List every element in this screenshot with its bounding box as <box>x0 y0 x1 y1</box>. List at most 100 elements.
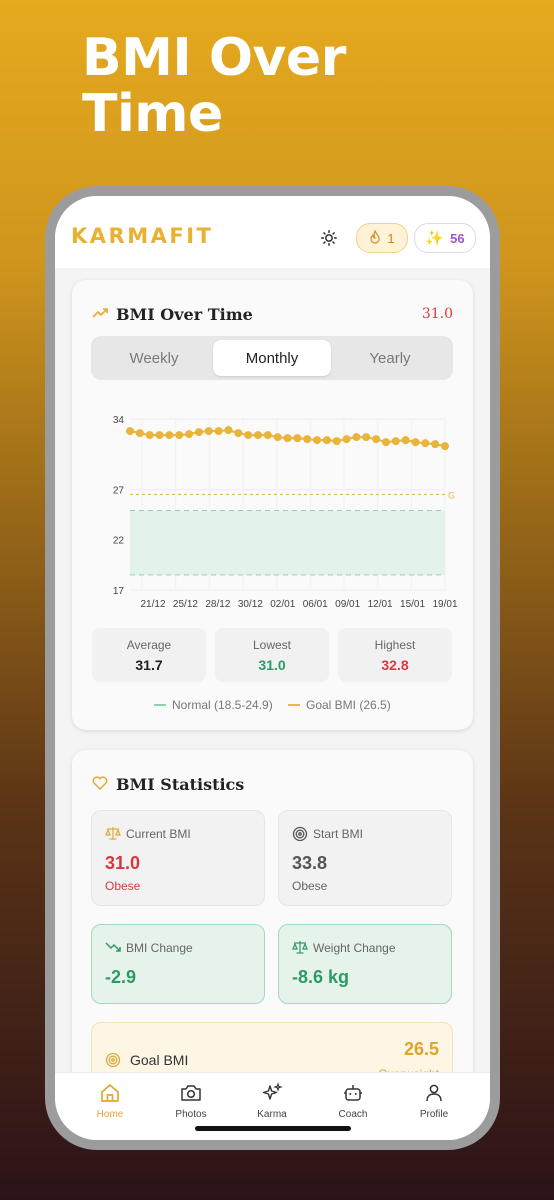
legend-goal-swatch <box>288 704 300 706</box>
nav-profile[interactable]: Profile <box>399 1081 469 1120</box>
stat-lowest-value: 31.0 <box>258 657 286 673</box>
bmi-change-value: -2.9 <box>105 967 137 987</box>
bmi-statistics-card: BMI Statistics Current BMI 31.0 Obese St… <box>72 750 473 1110</box>
y-tick-label: 27 <box>113 485 125 496</box>
bmi-statistics-title: BMI Statistics <box>116 775 245 794</box>
y-tick-label: 34 <box>113 415 125 426</box>
trending-up-icon <box>92 306 108 324</box>
bmi-data-point <box>244 431 253 440</box>
bmi-data-point <box>441 442 449 451</box>
current-bmi-value: 31.0 <box>105 853 141 873</box>
nav-coach-label: Coach <box>338 1109 368 1120</box>
bmi-data-point <box>381 438 390 447</box>
stat-average-label: Average <box>126 638 172 652</box>
x-tick-label: 12/01 <box>368 599 393 607</box>
current-bmi-category: Obese <box>105 879 141 893</box>
bmi-data-point <box>332 437 341 446</box>
bmi-data-point <box>273 433 282 442</box>
goal-target-icon <box>105 1052 121 1073</box>
bmi-change-label: BMI Change <box>126 941 193 955</box>
promo-headline: BMI Over Time <box>82 30 346 142</box>
legend-normal: Normal (18.5-24.9) <box>154 698 273 712</box>
streak-pill[interactable]: 1 <box>356 223 408 253</box>
nav-home-label: Home <box>96 1109 124 1120</box>
sparkles-icon: ✨ <box>425 230 445 247</box>
weight-change-value: -8.6 kg <box>292 967 350 987</box>
legend-normal-swatch <box>154 704 166 706</box>
weight-change-label: Weight Change <box>313 941 396 955</box>
bmi-data-point <box>185 430 194 439</box>
home-icon <box>75 1081 145 1105</box>
y-tick-label: 22 <box>113 536 125 547</box>
bmi-data-point <box>263 431 272 440</box>
bmi-data-point <box>135 429 144 438</box>
x-tick-label: 25/12 <box>173 599 198 607</box>
robot-icon <box>318 1081 388 1105</box>
phone-frame: KARMAFIT 1 ✨ <box>45 186 500 1150</box>
current-bmi-label: Current BMI <box>126 827 191 841</box>
sparkles-icon <box>237 1081 307 1105</box>
bmi-line-chart: G 17 22 27 34 21/12 25/12 28/12 30/12 02/01 06/01 0… <box>113 415 458 607</box>
home-indicator <box>195 1126 351 1131</box>
stat-average-value: 31.7 <box>135 657 163 673</box>
nav-photos-label: Photos <box>175 1109 207 1120</box>
legend-goal-label: Goal BMI (26.5) <box>306 698 391 712</box>
nav-coach[interactable]: Coach <box>318 1081 388 1120</box>
stat-highest-value: 32.8 <box>381 657 409 673</box>
bmi-data-point <box>431 440 440 449</box>
start-bmi-category: Obese <box>292 879 328 893</box>
goal-line-label: G <box>448 490 455 500</box>
tab-monthly[interactable]: Monthly <box>213 340 331 376</box>
bmi-data-point <box>391 437 400 446</box>
trending-down-icon <box>105 940 121 958</box>
bmi-data-point <box>372 435 381 444</box>
bmi-over-time-title: BMI Over Time <box>116 305 253 324</box>
x-tick-label: 30/12 <box>238 599 263 607</box>
stat-average: Average 31.7 <box>92 628 206 682</box>
bmi-data-point <box>224 426 233 435</box>
bmi-data-point <box>145 431 154 440</box>
bmi-data-point <box>194 428 203 437</box>
nav-home[interactable]: Home <box>75 1081 145 1120</box>
bmi-data-point <box>293 434 302 443</box>
goal-bmi-label: Goal BMI <box>130 1052 189 1068</box>
karma-points: 56 <box>450 230 465 246</box>
tab-yearly[interactable]: Yearly <box>369 349 411 367</box>
target-icon <box>292 826 308 847</box>
stat-highest-label: Highest <box>374 638 416 652</box>
user-icon <box>399 1081 469 1105</box>
bmi-data-point <box>204 427 213 436</box>
x-tick-label: 28/12 <box>205 599 230 607</box>
start-bmi-label: Start BMI <box>313 827 364 841</box>
legend-goal: Goal BMI (26.5) <box>288 698 391 712</box>
bmi-data-point <box>401 436 410 445</box>
stat-lowest: Lowest 31.0 <box>215 628 329 682</box>
sun-icon[interactable] <box>321 230 337 251</box>
bmi-data-point <box>421 439 430 448</box>
nav-karma[interactable]: Karma <box>237 1081 307 1120</box>
headline-line-1: BMI Over <box>82 28 346 88</box>
x-tick-label: 19/01 <box>432 599 457 607</box>
bmi-data-point <box>253 431 262 440</box>
x-tick-label: 09/01 <box>335 599 360 607</box>
karma-pill[interactable]: ✨ 56 <box>414 223 476 253</box>
app-bar: KARMAFIT 1 ✨ <box>55 196 490 268</box>
current-bmi-box: Current BMI 31.0 Obese <box>91 810 265 906</box>
streak-count: 1 <box>387 230 395 246</box>
x-tick-label: 06/01 <box>303 599 328 607</box>
legend-normal-label: Normal (18.5-24.9) <box>172 698 273 712</box>
bmi-data-point <box>411 438 420 447</box>
start-bmi-value: 33.8 <box>292 853 328 873</box>
period-selector: Weekly Monthly Yearly <box>91 336 453 380</box>
bmi-data-point <box>126 427 134 436</box>
bmi-change-box: BMI Change -2.9 <box>91 924 265 1004</box>
phone-screen: KARMAFIT 1 ✨ <box>55 196 490 1140</box>
tab-weekly[interactable]: Weekly <box>129 349 179 367</box>
nav-photos[interactable]: Photos <box>156 1081 226 1120</box>
bmi-data-point <box>214 427 223 436</box>
nav-karma-label: Karma <box>257 1109 287 1120</box>
x-tick-label: 21/12 <box>140 599 165 607</box>
bmi-data-point <box>234 429 243 438</box>
bmi-data-point <box>283 434 292 443</box>
x-tick-label: 02/01 <box>270 599 295 607</box>
